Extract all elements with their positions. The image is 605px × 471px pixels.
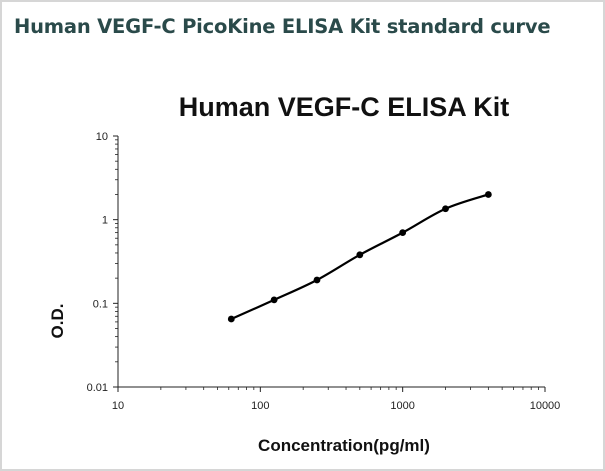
y-tick-label: 1 <box>102 215 108 227</box>
x-tick-label: 10000 <box>530 400 561 412</box>
data-point <box>313 276 321 284</box>
data-point <box>484 191 492 198</box>
y-tick-label: 0.01 <box>87 382 108 394</box>
x-tick-label: 100 <box>251 400 269 412</box>
data-point <box>356 251 364 259</box>
tick-labels: 10 100 1000 10000 0.01 0.1 1 10 <box>87 131 561 412</box>
x-tick-label: 10 <box>112 400 124 412</box>
data-point <box>399 229 407 237</box>
chart-panel: Human VEGF-C ELISA Kit O.D. Concentratio… <box>14 58 593 462</box>
y-tick-label: 10 <box>96 131 108 143</box>
series-layer <box>227 191 492 323</box>
page-title: Human VEGF-C PicoKine ELISA Kit standard… <box>14 15 551 38</box>
y-tick-label: 0.1 <box>93 298 108 310</box>
data-point <box>270 296 278 304</box>
chart-title: Human VEGF-C ELISA Kit <box>179 92 510 122</box>
tick-marks <box>113 135 546 392</box>
x-axis-label: Concentration(pg/ml) <box>258 436 430 455</box>
standard-curve-chart: Human VEGF-C ELISA Kit O.D. Concentratio… <box>48 92 561 455</box>
data-point <box>227 315 235 323</box>
axes <box>117 136 545 388</box>
data-point <box>442 205 449 213</box>
y-axis-label: O.D. <box>48 304 67 339</box>
x-tick-label: 1000 <box>390 400 414 412</box>
